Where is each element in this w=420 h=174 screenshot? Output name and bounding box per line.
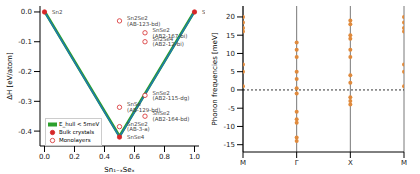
svg-text:-0.3: -0.3 bbox=[18, 98, 32, 106]
svg-text:Se3: Se3 bbox=[202, 9, 205, 15]
svg-text:Sn2Se4(AB2-12-bi): Sn2Se4(AB2-12-bi) bbox=[153, 36, 184, 48]
svg-text:SnSe2(AB2-115-dg): SnSe2(AB2-115-dg) bbox=[153, 90, 190, 103]
svg-text:Sn2: Sn2 bbox=[52, 9, 62, 15]
svg-text:5: 5 bbox=[231, 68, 235, 76]
svg-text:Phonon frequencies [meV]: Phonon frequencies [meV] bbox=[211, 32, 219, 125]
svg-text:Γ: Γ bbox=[295, 159, 299, 167]
svg-text:-5: -5 bbox=[228, 105, 235, 113]
svg-text:SnSe4: SnSe4 bbox=[127, 134, 145, 140]
svg-text:M: M bbox=[240, 159, 246, 167]
svg-text:10: 10 bbox=[226, 50, 235, 58]
svg-text:0.6: 0.6 bbox=[129, 153, 141, 161]
svg-text:20: 20 bbox=[226, 13, 235, 21]
svg-text:Sn2Se2(AB-123-bd): Sn2Se2(AB-123-bd) bbox=[127, 15, 160, 27]
svg-text:0.8: 0.8 bbox=[159, 153, 170, 161]
svg-text:M: M bbox=[401, 159, 407, 167]
svg-text:1.0: 1.0 bbox=[189, 153, 200, 161]
svg-text:-0.4: -0.4 bbox=[18, 128, 32, 136]
svg-text:Sn2Se2(AB-3-a): Sn2Se2(AB-3-a) bbox=[127, 121, 150, 133]
svg-text:0.4: 0.4 bbox=[99, 153, 111, 161]
svg-text:0: 0 bbox=[231, 86, 235, 94]
svg-text:ΔH [eV/atom]: ΔH [eV/atom] bbox=[8, 52, 14, 100]
svg-text:Sn₁₋ₓSeₓ: Sn₁₋ₓSeₓ bbox=[104, 166, 134, 174]
svg-text:SnSe2(AB2-164-bd): SnSe2(AB2-164-bd) bbox=[153, 110, 190, 122]
svg-text:X: X bbox=[348, 159, 353, 167]
svg-text:0.0: 0.0 bbox=[21, 8, 32, 16]
svg-text:0.0: 0.0 bbox=[39, 153, 50, 161]
svg-text:0.2: 0.2 bbox=[69, 153, 80, 161]
svg-text:-10: -10 bbox=[224, 123, 235, 131]
svg-text:-0.1: -0.1 bbox=[18, 38, 32, 46]
svg-text:-15: -15 bbox=[224, 141, 235, 149]
svg-text:15: 15 bbox=[226, 32, 235, 40]
svg-text:-0.2: -0.2 bbox=[18, 68, 32, 76]
